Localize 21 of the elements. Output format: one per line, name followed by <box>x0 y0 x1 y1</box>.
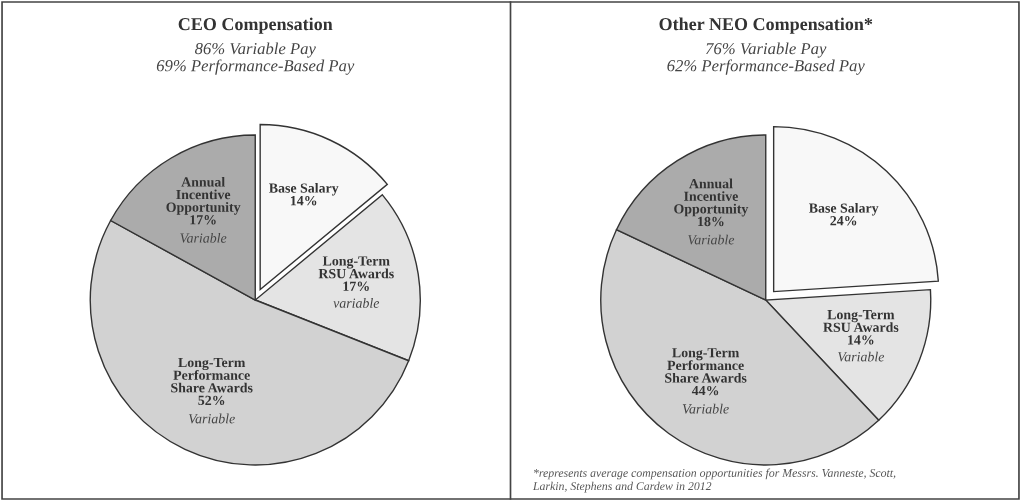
chart-subtitle: 86% Variable Pay 69% Performance-Based Pay <box>156 42 355 75</box>
chart-title: Other NEO Compensation* <box>659 17 873 34</box>
data-label: 17% variable <box>333 281 380 308</box>
slice-label: Annual Incentive Opportunity <box>674 178 749 217</box>
slice-label: Long-Term Performance Share Awards <box>665 348 747 383</box>
slice-label: Long-Term Performance Share Awards <box>171 357 253 393</box>
slice-label: Base Salary <box>269 182 339 196</box>
text: *represents average compensation opportunities for Messrs. Vanneste, Scott, Larkin, Stephens and Cardew in 2012 <box>532 468 896 493</box>
slice-label: Long-Term RSU Awards <box>318 256 394 279</box>
data-label: 14% Variable <box>838 335 885 362</box>
slice-label: Annual Incentive Opportunity <box>166 176 241 215</box>
data-label: 14% <box>290 196 317 206</box>
data-label: 52% Variable <box>188 395 235 424</box>
chart-subtitle: 76% Variable Pay 62% Performance-Based Pay <box>667 42 865 75</box>
data-label: 44% Variable <box>682 385 729 414</box>
data-label: 17% Variable <box>180 215 227 243</box>
slice-label: Base Salary <box>809 202 879 216</box>
chart-title: CEO Compensation <box>178 17 333 34</box>
data-label: 24% <box>830 216 857 226</box>
slice-label: Long-Term RSU Awards <box>823 310 899 332</box>
data-label: 18% Variable <box>688 216 735 245</box>
